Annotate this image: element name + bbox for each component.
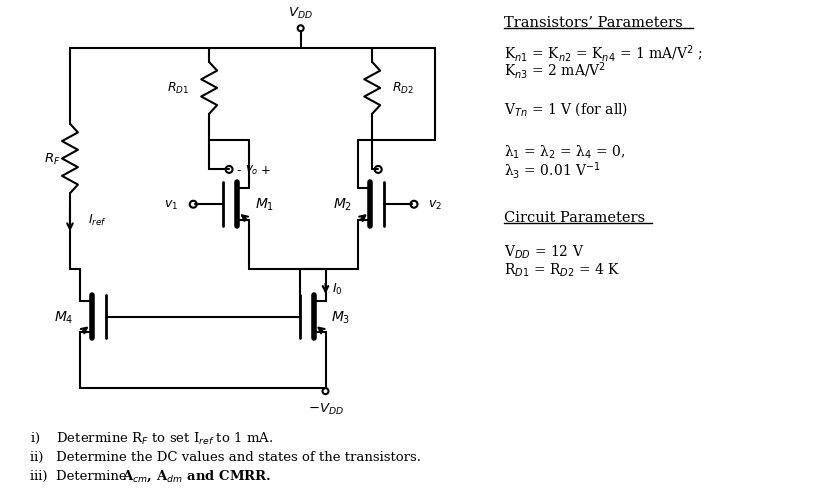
Text: $M_3$: $M_3$: [331, 309, 351, 325]
Text: K$_{n1}$ = K$_{n2}$ = K$_{n4}$ = 1 mA/V$^2$ ;: K$_{n1}$ = K$_{n2}$ = K$_{n4}$ = 1 mA/V$…: [504, 42, 702, 63]
Text: $M_1$: $M_1$: [255, 197, 274, 213]
Text: $M_2$: $M_2$: [332, 197, 352, 213]
Text: $v_o$: $v_o$: [245, 163, 258, 177]
Text: $R_F$: $R_F$: [44, 152, 60, 167]
Text: V$_{Tn}$ = 1 V (for all): V$_{Tn}$ = 1 V (for all): [504, 100, 628, 118]
Text: -: -: [237, 163, 245, 177]
Text: λ$_3$ = 0.01 V$^{-1}$: λ$_3$ = 0.01 V$^{-1}$: [504, 160, 600, 181]
Text: V$_{DD}$ = 12 V: V$_{DD}$ = 12 V: [504, 243, 584, 260]
Text: iii)  Determine: iii) Determine: [30, 469, 131, 482]
Text: A$_{cm}$, A$_{dm}$ and CMRR.: A$_{cm}$, A$_{dm}$ and CMRR.: [122, 468, 270, 484]
Text: $v_1$: $v_1$: [164, 198, 178, 211]
Text: $v_2$: $v_2$: [428, 198, 442, 211]
Text: K$_{n3}$ = 2 mA/V$^2$: K$_{n3}$ = 2 mA/V$^2$: [504, 61, 606, 81]
Text: Circuit Parameters: Circuit Parameters: [504, 211, 645, 224]
Text: $V_{DD}$: $V_{DD}$: [288, 6, 313, 21]
Text: R$_{D1}$ = R$_{D2}$ = 4 K: R$_{D1}$ = R$_{D2}$ = 4 K: [504, 261, 619, 278]
Text: $I_0$: $I_0$: [332, 282, 342, 297]
Text: ii)   Determine the DC values and states of the transistors.: ii) Determine the DC values and states o…: [30, 450, 421, 463]
Text: $M_4$: $M_4$: [55, 309, 74, 325]
Text: $R_{D2}$: $R_{D2}$: [392, 81, 414, 96]
Text: $I_{ref}$: $I_{ref}$: [88, 212, 107, 227]
Text: $R_{D1}$: $R_{D1}$: [167, 81, 189, 96]
Text: $-V_{DD}$: $-V_{DD}$: [307, 401, 343, 416]
Text: +: +: [261, 163, 270, 177]
Text: i)    Determine R$_F$ to set I$_{ref}$ to 1 mA.: i) Determine R$_F$ to set I$_{ref}$ to 1…: [30, 430, 273, 446]
Text: λ$_1$ = λ$_2$ = λ$_4$ = 0,: λ$_1$ = λ$_2$ = λ$_4$ = 0,: [504, 143, 625, 161]
Text: Transistors’ Parameters: Transistors’ Parameters: [504, 16, 682, 30]
